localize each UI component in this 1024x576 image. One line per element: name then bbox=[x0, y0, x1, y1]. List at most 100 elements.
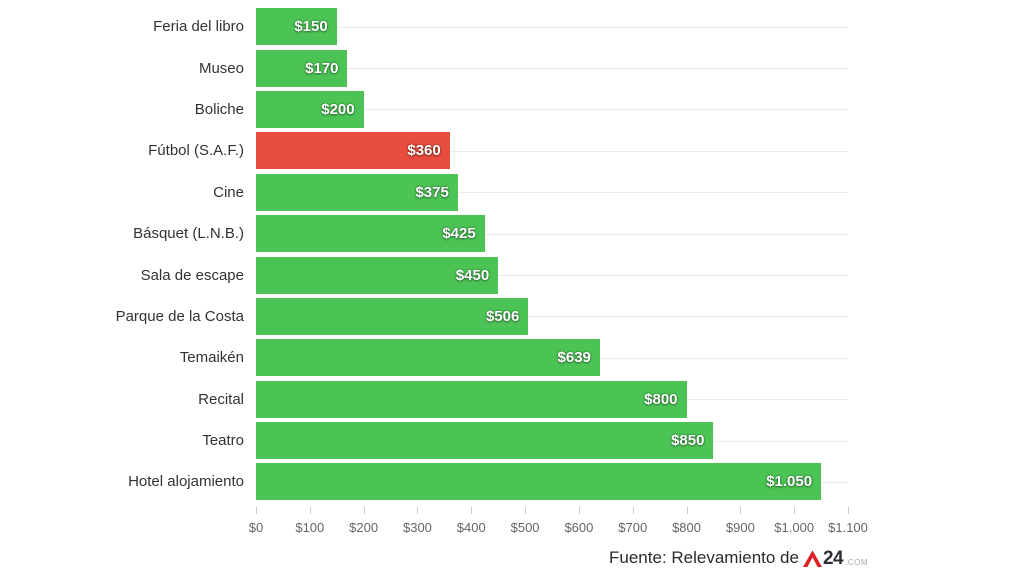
category-label: Básquet (L.N.B.) bbox=[133, 225, 244, 243]
gridline bbox=[256, 150, 848, 152]
source-text: Fuente: Relevamiento de bbox=[609, 548, 799, 567]
bar-value-label: $200 bbox=[321, 100, 355, 118]
bar: $1.050 bbox=[256, 463, 822, 501]
table-row: Recital $800 bbox=[0, 379, 1024, 420]
bar-value-label: $1.050 bbox=[766, 473, 813, 491]
axis-tick-label: $800 bbox=[672, 520, 701, 535]
category-label: Parque de la Costa bbox=[115, 307, 244, 325]
table-row: Boliche $200 bbox=[0, 89, 1024, 130]
category-label: Museo bbox=[198, 59, 244, 77]
bar: $200 bbox=[256, 90, 364, 128]
category-label: Feria del libro bbox=[153, 18, 244, 36]
table-row: Fútbol (S.A.F.) $360 bbox=[0, 130, 1024, 171]
bar-track: $850 bbox=[256, 422, 848, 460]
bar-track: $375 bbox=[256, 173, 848, 211]
bar-track: $1.050 bbox=[256, 463, 848, 501]
source-credit: Fuente: Relevamiento de 24 .COM bbox=[609, 548, 868, 568]
bar: $506 bbox=[256, 297, 529, 335]
bar: $639 bbox=[256, 339, 600, 377]
a24-logo-tld: .COM bbox=[845, 557, 868, 567]
bar-track: $800 bbox=[256, 380, 848, 418]
table-row: Hotel alojamiento $1.050 bbox=[0, 461, 1024, 502]
axis-tick-label: $100 bbox=[295, 520, 325, 535]
table-row: Teatro $850 bbox=[0, 420, 1024, 461]
bar-highlighted: $360 bbox=[256, 132, 450, 170]
gridline bbox=[256, 192, 848, 194]
axis-tick bbox=[848, 507, 849, 514]
category-label: Hotel alojamiento bbox=[128, 473, 244, 491]
bar: $800 bbox=[256, 380, 687, 418]
axis-tick bbox=[740, 507, 742, 514]
axis-tick bbox=[256, 507, 257, 514]
bar-value-label: $375 bbox=[415, 183, 449, 201]
table-row: Cine $375 bbox=[0, 172, 1024, 213]
axis-tick-label: $700 bbox=[618, 520, 648, 535]
bar-value-label: $170 bbox=[305, 59, 339, 77]
bar: $850 bbox=[256, 422, 714, 460]
table-row: Museo $170 bbox=[0, 47, 1024, 88]
bar-track: $639 bbox=[256, 339, 848, 377]
gridline bbox=[256, 68, 848, 70]
table-row: Parque de la Costa $506 bbox=[0, 296, 1024, 337]
table-row: Feria del libro $150 bbox=[0, 6, 1024, 47]
bar-track: $170 bbox=[256, 49, 848, 87]
axis-tick-label: $1.000 bbox=[774, 520, 815, 535]
bar-value-label: $800 bbox=[644, 390, 678, 408]
gridline bbox=[256, 275, 848, 277]
axis-tick-label: $600 bbox=[564, 520, 594, 535]
a24-logo-a-icon bbox=[802, 549, 822, 567]
gridline bbox=[256, 233, 848, 235]
bar-value-label: $850 bbox=[671, 432, 705, 450]
axis-tick bbox=[417, 507, 419, 514]
a24-logo: 24 .COM bbox=[802, 547, 868, 569]
bar: $375 bbox=[256, 173, 458, 211]
bar: $150 bbox=[256, 8, 337, 46]
axis-tick bbox=[309, 507, 311, 514]
bar-value-label: $425 bbox=[442, 225, 476, 243]
bar-track: $425 bbox=[256, 215, 848, 253]
bar: $450 bbox=[256, 256, 499, 294]
bar: $170 bbox=[256, 49, 348, 87]
table-row: Temaikén $639 bbox=[0, 337, 1024, 378]
axis-tick-label: $900 bbox=[725, 520, 755, 535]
axis-tick-label: $1.100 bbox=[828, 520, 868, 535]
axis-tick bbox=[525, 507, 527, 514]
table-row: Básquet (L.N.B.) $425 bbox=[0, 213, 1024, 254]
axis-tick bbox=[686, 507, 688, 514]
bar-track: $506 bbox=[256, 297, 848, 335]
category-label: Cine bbox=[213, 183, 244, 201]
bar-value-label: $150 bbox=[294, 18, 328, 36]
axis-tick bbox=[794, 507, 796, 514]
bar: $425 bbox=[256, 215, 485, 253]
gridline bbox=[256, 316, 848, 318]
bar-rows: Feria del libro $150 Museo $170 Boliche $200 F… bbox=[0, 6, 1024, 503]
axis-tick-label: $400 bbox=[456, 520, 486, 535]
bar-track: $360 bbox=[256, 132, 848, 170]
axis-tick bbox=[578, 507, 580, 514]
x-axis: $0 $100 $200 $300 $400 $500 $600 $700 $800 $900 $1… bbox=[249, 505, 868, 545]
bar-track: $200 bbox=[256, 90, 848, 128]
bar-track: $450 bbox=[256, 256, 848, 294]
bar-value-label: $360 bbox=[407, 142, 441, 160]
axis-tick-label: $0 bbox=[248, 520, 264, 535]
axis-tick bbox=[363, 507, 365, 514]
a24-logo-number: 24 bbox=[822, 547, 844, 569]
axis-tick bbox=[471, 507, 473, 514]
table-row: Sala de escape $450 bbox=[0, 254, 1024, 295]
gridline bbox=[256, 109, 848, 111]
category-label: Boliche bbox=[194, 100, 244, 118]
category-label: Fútbol (S.A.F.) bbox=[148, 142, 244, 160]
category-label: Temaikén bbox=[179, 349, 244, 367]
category-label: Teatro bbox=[202, 432, 244, 450]
axis-tick-label: $300 bbox=[402, 520, 432, 535]
bar-value-label: $450 bbox=[455, 266, 490, 284]
gridline bbox=[256, 26, 848, 28]
category-label: Sala de escape bbox=[140, 266, 244, 284]
bar-value-label: $639 bbox=[557, 349, 591, 367]
axis-tick-label: $500 bbox=[510, 520, 540, 535]
bar-value-label: $506 bbox=[485, 307, 520, 325]
bar-track: $150 bbox=[256, 8, 848, 46]
category-label: Recital bbox=[198, 390, 244, 408]
axis-tick bbox=[632, 507, 634, 514]
